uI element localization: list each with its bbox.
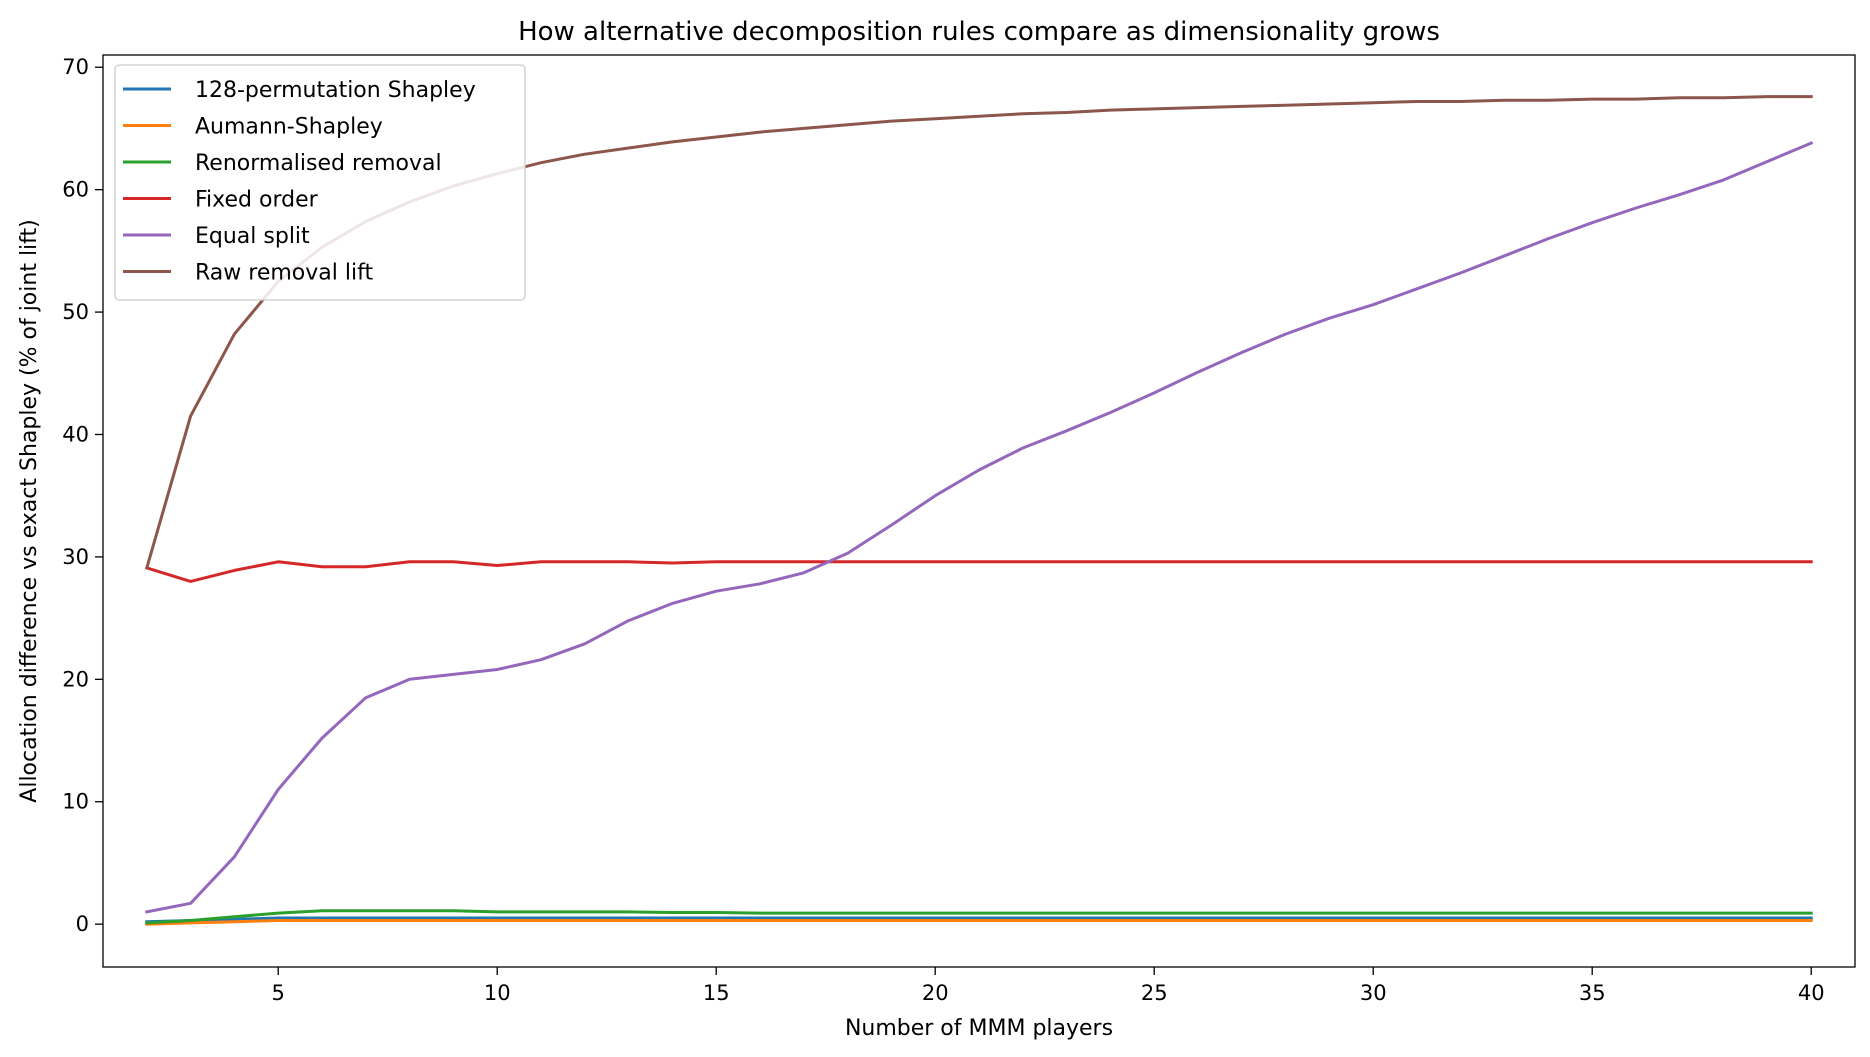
y-tick-label: 0 — [76, 912, 89, 936]
chart-title: How alternative decomposition rules comp… — [518, 17, 1440, 47]
x-tick-label: 15 — [703, 981, 730, 1005]
x-tick-label: 30 — [1360, 981, 1387, 1005]
legend-label-fixed-order: Fixed order — [195, 188, 319, 213]
legend-label-aumann-shapley: Aumann-Shapley — [195, 115, 383, 140]
y-tick-label: 70 — [62, 55, 89, 79]
series-line-renormalised-removal — [145, 909, 1813, 925]
x-axis-ticks: 5 10 15 20 25 30 35 40 — [272, 967, 1825, 1005]
y-tick-label: 10 — [62, 790, 89, 814]
legend-label-128-permutation-shapley: 128-permutation Shapley — [195, 78, 476, 103]
y-axis-ticks: 0 10 20 30 40 50 60 70 — [62, 55, 103, 936]
legend-box — [114, 64, 526, 301]
series-line-equal-split — [145, 141, 1814, 914]
series-line-128-permutation-shapley — [145, 916, 1813, 924]
legend-label-renormalised-removal: Renormalised removal — [195, 151, 442, 176]
x-axis-title: Number of MMM players — [845, 1016, 1113, 1041]
x-tick-label: 40 — [1798, 981, 1825, 1005]
x-tick-label: 10 — [484, 981, 511, 1005]
series-line-fixed-order — [144, 560, 1813, 583]
y-tick-label: 30 — [62, 545, 89, 569]
y-tick-label: 40 — [62, 422, 89, 446]
x-tick-label: 35 — [1579, 981, 1606, 1005]
y-axis-title: Allocation difference vs exact Shapley (… — [17, 219, 42, 802]
x-tick-label: 5 — [272, 981, 285, 1005]
x-tick-label: 25 — [1141, 981, 1168, 1005]
y-tick-label: 20 — [62, 667, 89, 691]
legend-label-raw-removal-lift: Raw removal lift — [195, 261, 373, 286]
series-line-aumann-shapley — [145, 919, 1813, 926]
y-tick-label: 50 — [62, 300, 89, 324]
legend: 128-permutation Shapley Aumann-Shapley Ren… — [114, 64, 526, 301]
x-tick-label: 20 — [922, 981, 949, 1005]
y-tick-label: 60 — [62, 178, 89, 202]
plot-frame — [102, 54, 1856, 968]
legend-label-equal-split: Equal split — [195, 224, 310, 249]
